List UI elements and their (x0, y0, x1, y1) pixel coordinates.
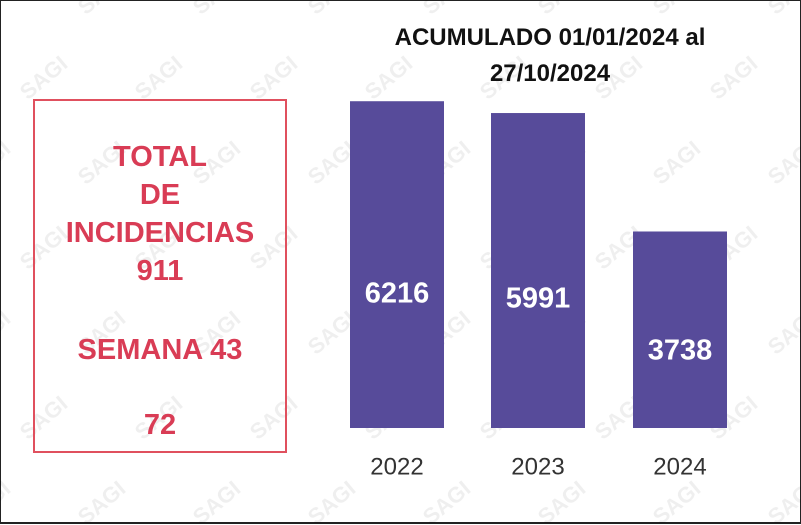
bar-2022 (350, 101, 444, 428)
x-tick-label-2022: 2022 (370, 453, 423, 480)
chart-title-line2: 27/10/2024 (489, 60, 611, 87)
bar-2024 (633, 231, 727, 428)
bar-2023 (491, 113, 585, 429)
data-label-2024: 3738 (648, 335, 713, 367)
summary-line-incidencias: INCIDENCIAS (65, 217, 255, 249)
x-tick-label-2023: 2023 (511, 453, 564, 480)
chart-title-line1: ACUMULADO 01/01/2024 al (394, 24, 706, 51)
summary-box: TOTAL DE INCIDENCIAS 911 SEMANA 43 72 (33, 99, 287, 453)
x-tick-label-2024: 2024 (653, 453, 706, 480)
summary-line-total: TOTAL (113, 141, 207, 173)
summary-week-value: 72 (143, 409, 177, 441)
data-label-2022: 6216 (365, 278, 430, 310)
summary-week-label: SEMANA 43 (77, 334, 243, 366)
chart-title: ACUMULADO 01/01/2024 al 27/10/2024 (340, 20, 760, 92)
summary-line-de: DE (139, 179, 181, 211)
summary-total-value: 911 (136, 255, 184, 287)
data-label-2023: 5991 (506, 283, 571, 315)
